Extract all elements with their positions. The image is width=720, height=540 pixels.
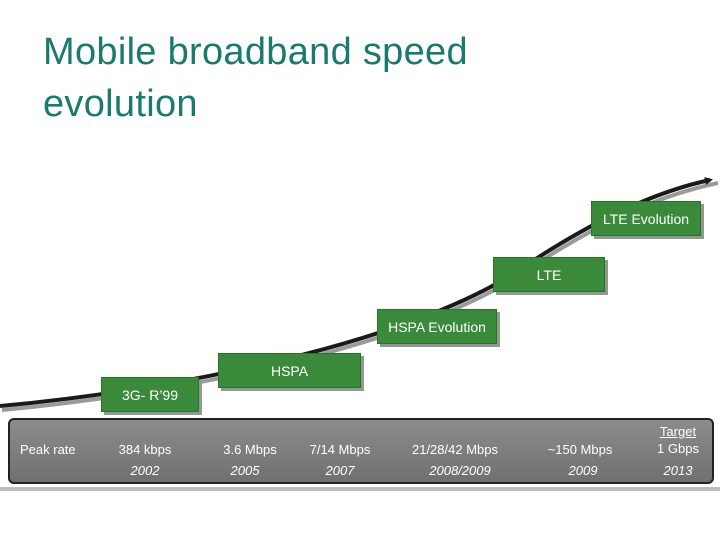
- title-line-1: Mobile broadband speed: [43, 31, 468, 73]
- year-2005: 2005: [230, 463, 260, 478]
- rate-2009: ~150 Mbps: [547, 442, 613, 457]
- stage-3g-r99: 3G- R’99: [101, 377, 199, 412]
- rate-2013: 1 Gbps: [657, 441, 699, 456]
- stage-hspa: HSPA: [218, 353, 361, 388]
- year-2009: 2009: [568, 463, 598, 478]
- rate-2002: 384 kbps: [118, 442, 172, 457]
- rate-2008-2009: 21/28/42 Mbps: [411, 442, 498, 457]
- stage-lte-evolution: LTE Evolution: [591, 201, 701, 236]
- rate-2005: 3.6 Mbps: [223, 442, 277, 457]
- bottom-divider: [0, 487, 720, 491]
- stage-lte: LTE: [493, 257, 605, 292]
- year-2007: 2007: [325, 463, 355, 478]
- stage-hspa-evolution: HSPA Evolution: [377, 309, 497, 344]
- year-2002: 2002: [130, 463, 160, 478]
- slide-title: Mobile broadband speed evolution: [43, 26, 603, 130]
- peak-rate-panel: Peak rate 384 kbps 2002 3.6 Mbps 2005 7/…: [8, 418, 714, 484]
- rate-2007: 7/14 Mbps: [309, 442, 371, 457]
- year-2013: 2013: [663, 463, 693, 478]
- peak-rate-label: Peak rate: [20, 442, 76, 457]
- year-2008-2009: 2008/2009: [429, 463, 491, 478]
- title-line-2: evolution: [43, 83, 198, 125]
- target-label: Target: [659, 424, 697, 439]
